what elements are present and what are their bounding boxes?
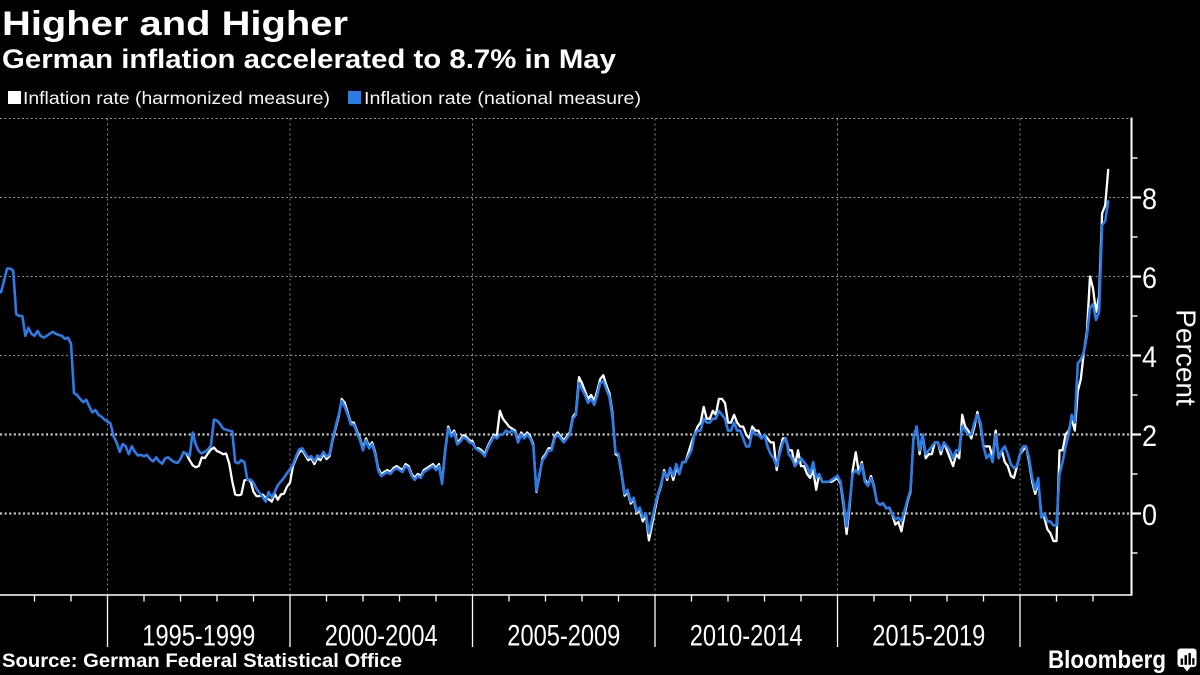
svg-text:2010-2014: 2010-2014 <box>690 620 803 653</box>
svg-text:1995-1999: 1995-1999 <box>142 620 255 653</box>
svg-text:2: 2 <box>1142 420 1157 453</box>
svg-text:8: 8 <box>1142 183 1157 216</box>
svg-text:6: 6 <box>1142 262 1157 295</box>
svg-text:Percent: Percent <box>1171 309 1200 406</box>
svg-text:German inflation accelerated t: German inflation accelerated to 8.7% in … <box>2 44 616 74</box>
svg-text:0: 0 <box>1142 499 1157 532</box>
svg-text:4: 4 <box>1142 341 1157 374</box>
svg-text:Inflation rate (national measu: Inflation rate (national measure) <box>364 88 641 108</box>
svg-text:2000-2004: 2000-2004 <box>325 620 438 653</box>
svg-text:Bloomberg: Bloomberg <box>1048 646 1166 674</box>
svg-text:Higher and Higher: Higher and Higher <box>2 5 348 43</box>
svg-text:2005-2009: 2005-2009 <box>507 620 620 653</box>
svg-text:Inflation rate (harmonized mea: Inflation rate (harmonized measure) <box>23 88 330 108</box>
svg-text:Source: German Federal Statist: Source: German Federal Statistical Offic… <box>2 650 402 672</box>
svg-text:2015-2019: 2015-2019 <box>872 620 985 653</box>
